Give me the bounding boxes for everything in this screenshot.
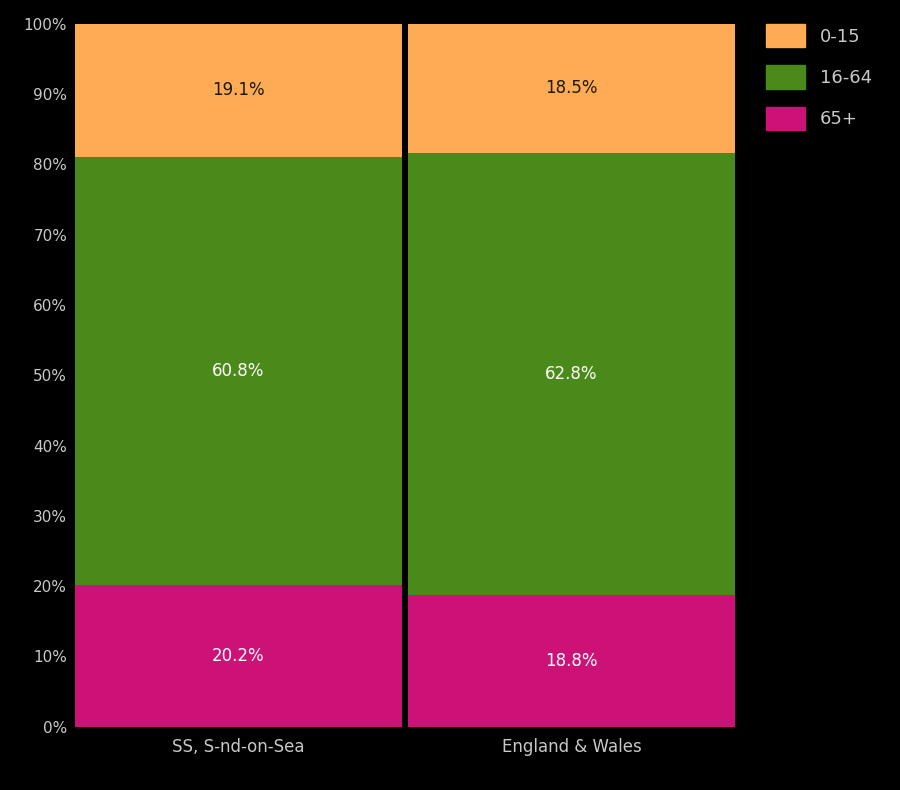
Bar <box>409 153 734 595</box>
Bar <box>76 585 401 727</box>
Bar <box>409 595 734 727</box>
Legend: 0-15, 16-64, 65+: 0-15, 16-64, 65+ <box>760 19 878 135</box>
Text: 20.2%: 20.2% <box>212 647 265 665</box>
Bar <box>409 23 734 153</box>
Text: 18.8%: 18.8% <box>545 652 598 670</box>
Text: 19.1%: 19.1% <box>212 81 265 99</box>
Text: 18.5%: 18.5% <box>545 79 598 97</box>
Text: 62.8%: 62.8% <box>545 365 598 383</box>
Bar <box>76 23 401 157</box>
Text: 60.8%: 60.8% <box>212 362 265 380</box>
Bar <box>76 157 401 585</box>
